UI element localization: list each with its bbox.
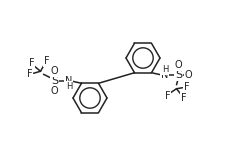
- Text: F: F: [29, 58, 34, 68]
- Text: H: H: [162, 65, 169, 74]
- Text: S: S: [175, 70, 182, 80]
- Text: O: O: [185, 70, 192, 80]
- Text: S: S: [51, 76, 58, 86]
- Text: F: F: [181, 93, 186, 103]
- Text: N: N: [161, 70, 168, 80]
- Text: F: F: [184, 82, 189, 92]
- Text: O: O: [51, 86, 58, 96]
- Text: H: H: [66, 82, 73, 91]
- Text: O: O: [51, 66, 58, 76]
- Text: F: F: [44, 56, 49, 66]
- Text: F: F: [27, 69, 32, 79]
- Text: O: O: [175, 60, 182, 70]
- Text: N: N: [65, 76, 72, 86]
- Text: F: F: [165, 91, 170, 101]
